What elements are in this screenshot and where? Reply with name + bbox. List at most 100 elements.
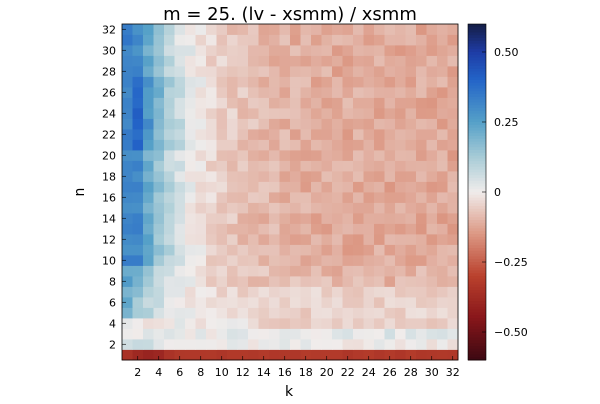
heatmap-cell — [363, 349, 375, 361]
x-tick-label: 2 — [134, 366, 141, 379]
heatmap-cell — [426, 181, 438, 193]
heatmap-cell — [122, 297, 133, 308]
heatmap-cell — [437, 192, 448, 203]
heatmap-cell — [132, 318, 144, 329]
colorbar-segment — [468, 262, 486, 266]
heatmap-cell — [363, 87, 375, 98]
heatmap-cell — [237, 139, 249, 151]
heatmap-cell — [143, 97, 154, 109]
heatmap-cell — [216, 328, 228, 340]
heatmap-cell — [374, 55, 385, 67]
heatmap-cell — [248, 87, 259, 98]
colorbar-segment — [468, 80, 486, 84]
heatmap-cell — [384, 66, 396, 77]
heatmap-cell — [290, 349, 301, 361]
heatmap-cell — [174, 202, 186, 214]
colorbar-segment — [468, 66, 486, 70]
heatmap-cell — [311, 34, 322, 46]
heatmap-cell — [300, 202, 312, 214]
heatmap-cell — [405, 297, 417, 308]
heatmap-cell — [426, 234, 438, 245]
heatmap-cell — [153, 108, 165, 119]
heatmap-cell — [132, 118, 144, 130]
heatmap-cell — [321, 255, 333, 266]
heatmap-cell — [447, 276, 459, 287]
heatmap-cell — [258, 55, 270, 67]
heatmap-cell — [174, 129, 186, 140]
heatmap-cell — [395, 171, 406, 182]
heatmap-cell — [279, 339, 291, 350]
heatmap-cell — [416, 265, 427, 277]
x-tick-label: 8 — [197, 366, 204, 379]
chart-title: m = 25. (lv - xsmm) / xsmm — [163, 4, 417, 25]
heatmap-cell — [185, 202, 196, 214]
heatmap-cell — [363, 181, 375, 193]
heatmap-cell — [416, 129, 427, 140]
heatmap-cell — [237, 307, 249, 319]
heatmap-cell — [132, 276, 144, 287]
heatmap-cell — [311, 307, 322, 319]
heatmap-cell — [363, 34, 375, 46]
x-tick-label: 32 — [446, 366, 460, 379]
heatmap-cell — [269, 223, 280, 235]
heatmap-cell — [258, 297, 270, 308]
heatmap-cell — [195, 171, 207, 182]
heatmap-cell — [290, 97, 301, 109]
heatmap-cell — [437, 76, 448, 88]
heatmap-cell — [279, 244, 291, 256]
heatmap-cell — [395, 213, 406, 224]
heatmap-cell — [353, 108, 364, 119]
heatmap-cell — [447, 244, 459, 256]
heatmap-cell — [437, 108, 448, 119]
heatmap-cell — [437, 87, 448, 98]
colorbar-segment — [468, 96, 486, 101]
colorbar-segment — [468, 152, 486, 157]
x-tick-label: 22 — [341, 366, 355, 379]
heatmap-cell — [195, 339, 207, 350]
heatmap-cell — [269, 171, 280, 182]
heatmap-cell — [185, 192, 196, 203]
heatmap-cell — [279, 192, 291, 203]
heatmap-cell — [237, 129, 249, 140]
colorbar-segment — [468, 194, 486, 199]
heatmap-cell — [290, 45, 301, 56]
heatmap-cell — [353, 318, 364, 329]
heatmap-cell — [311, 202, 322, 214]
heatmap-cell — [248, 276, 259, 287]
colorbar-segment — [468, 108, 486, 112]
heatmap-cell — [174, 171, 186, 182]
heatmap-cell — [174, 139, 186, 151]
y-tick-label: 26 — [102, 86, 116, 99]
heatmap-cell — [216, 76, 228, 88]
heatmap-cell — [195, 318, 207, 329]
heatmap-cell — [447, 213, 459, 224]
heatmap-cell — [311, 139, 322, 151]
colorbar-segment — [468, 278, 486, 283]
heatmap-cell — [416, 45, 427, 56]
heatmap-cell — [426, 76, 438, 88]
heatmap-cell — [143, 349, 154, 361]
heatmap-cell — [164, 265, 175, 277]
heatmap-cell — [342, 213, 354, 224]
heatmap-cell — [416, 307, 427, 319]
heatmap-cell — [237, 45, 249, 56]
colorbar-segment — [468, 183, 486, 187]
heatmap-cell — [185, 160, 196, 172]
heatmap-cell — [311, 328, 322, 340]
heatmap-cell — [143, 192, 154, 203]
heatmap-cell — [206, 265, 217, 277]
heatmap-cell — [374, 223, 385, 235]
heatmap-cell — [353, 139, 364, 151]
heatmap-cell — [227, 76, 238, 88]
heatmap-cell — [258, 139, 270, 151]
heatmap-cell — [216, 234, 228, 245]
heatmap-cell — [384, 339, 396, 350]
y-tick-label: 2 — [109, 338, 116, 351]
colorbar-segment — [468, 306, 486, 311]
colorbar-segment — [468, 150, 486, 154]
heatmap-cell — [363, 265, 375, 277]
colorbar-segment — [468, 273, 486, 277]
heatmap-cell — [206, 118, 217, 130]
heatmap-cell — [290, 244, 301, 256]
heatmap-cell — [258, 255, 270, 266]
